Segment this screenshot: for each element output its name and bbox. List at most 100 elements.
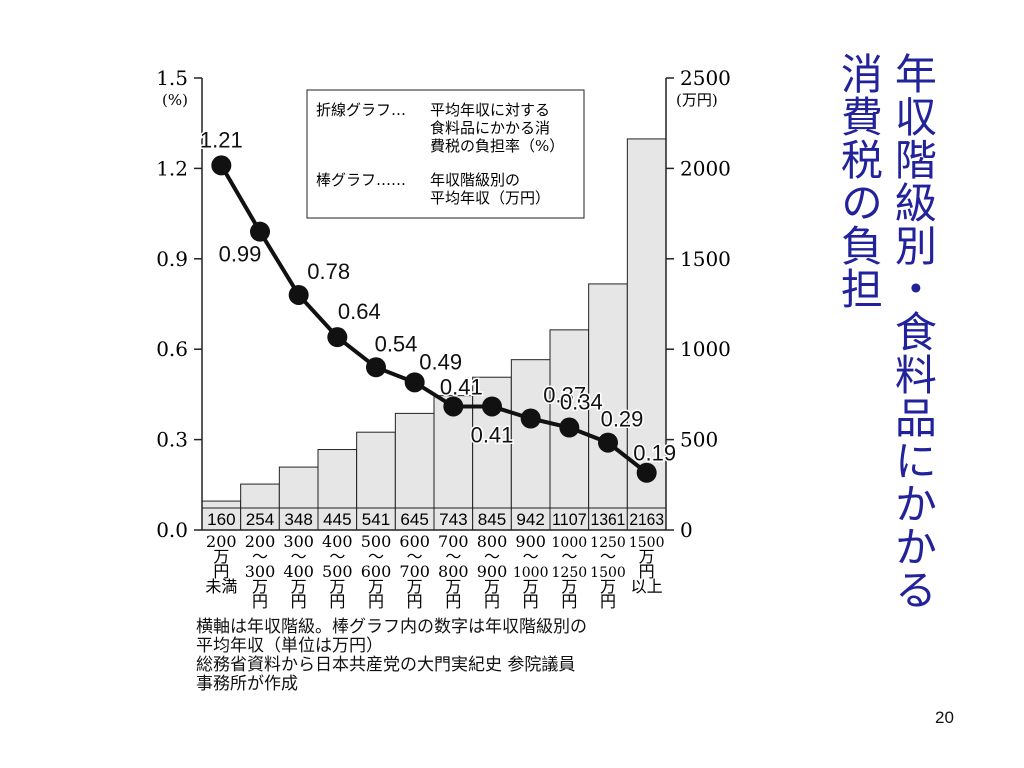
line-value-label: 0.49: [419, 349, 462, 374]
x-category-label: 1000: [513, 565, 549, 581]
bar: [394, 412, 435, 531]
note-line: 総務省資料から日本共産党の大門実紀史 参院議員: [196, 655, 576, 675]
x-category-label: 〜: [600, 547, 616, 566]
x-category-label: 円: [407, 592, 423, 611]
x-category-label: 円: [291, 592, 307, 611]
x-category-label: 〜: [523, 547, 539, 566]
line-value-label: 0.54: [375, 331, 418, 356]
x-category-label: 〜: [445, 547, 461, 566]
x-category-label: 〜: [329, 547, 345, 566]
line-marker: [636, 462, 657, 483]
line-marker: [327, 327, 348, 348]
legend-bar-desc: 年収階級別の: [430, 171, 520, 189]
x-category-label: 800: [477, 532, 508, 551]
x-category-label: 円: [329, 592, 345, 611]
x-category-label: 300: [245, 562, 276, 581]
right-tick-label: 0: [680, 518, 693, 542]
bar-value-label: 1361: [591, 510, 626, 529]
line-value-label: 0.29: [601, 407, 644, 432]
x-category-label: 未満: [205, 577, 237, 596]
bar-value-label: 254: [246, 510, 275, 529]
x-category-label: 〜: [368, 547, 384, 566]
x-category-label: 万: [445, 577, 461, 596]
bar-value-label: 541: [362, 510, 391, 529]
x-category-label: 万: [639, 547, 655, 566]
line-marker: [211, 155, 232, 176]
right-tick-label: 500: [680, 428, 718, 452]
line-value-label: 0.99: [219, 242, 262, 267]
line-marker: [443, 396, 464, 417]
left-axis-unit: (%): [162, 91, 188, 109]
bar-value-label: 2163: [629, 510, 664, 529]
bar-value-label: 1107: [552, 510, 587, 529]
bar-value-label: 445: [323, 510, 352, 529]
note-line: 事務所が作成: [196, 674, 298, 694]
bar: [240, 483, 280, 531]
x-category-label: 万: [368, 577, 384, 596]
x-category-label: 200: [245, 532, 276, 551]
bar-value-label: 743: [439, 510, 468, 529]
x-category-label: 万: [484, 577, 500, 596]
x-category-label: 円: [368, 592, 384, 611]
x-category-label: 900: [515, 532, 546, 551]
x-category-label: 〜: [407, 547, 423, 566]
x-category-label: 1500: [590, 565, 626, 581]
legend-line-key: 折線グラフ…: [316, 101, 406, 119]
x-category-label: 1250: [552, 565, 588, 581]
line-marker: [288, 284, 309, 305]
page-number: 20: [935, 708, 954, 727]
line-value-label: 0.41: [440, 374, 483, 399]
right-tick-label: 1500: [680, 247, 731, 271]
line-value-label: 0.34: [560, 390, 603, 415]
legend-bar-key: 棒グラフ……: [316, 171, 406, 189]
bar: [278, 466, 319, 531]
x-category-label: 400: [283, 562, 314, 581]
x-category-label: 400: [322, 532, 353, 551]
bar-value-label: 348: [284, 510, 313, 529]
x-category-label: 700: [399, 562, 430, 581]
x-category-label: 300: [283, 532, 314, 551]
x-category-label: 万: [561, 577, 577, 596]
bar-value-label: 160: [207, 510, 236, 529]
x-category-label: 600: [399, 532, 430, 551]
left-tick-label: 0.0: [156, 518, 188, 542]
x-category-label: 円: [523, 592, 539, 611]
x-category-label: 〜: [561, 547, 577, 566]
legend-box: [306, 89, 585, 219]
x-category-label: 800: [438, 562, 469, 581]
line-marker: [404, 372, 425, 393]
x-category-label: 万: [252, 577, 268, 596]
x-category-label: 円: [252, 592, 268, 611]
legend-line-desc: 費税の負担率（%）: [430, 137, 564, 155]
legend-line-desc: 食料品にかかる消: [430, 119, 550, 137]
x-category-label: 円: [213, 562, 229, 581]
x-category-label: 〜: [291, 547, 307, 566]
x-category-label: 円: [561, 592, 577, 611]
line-marker: [559, 417, 580, 438]
x-category-label: 円: [639, 562, 655, 581]
bar-value-label: 942: [516, 510, 545, 529]
line-marker: [520, 408, 541, 429]
x-category-label: 万: [329, 577, 345, 596]
x-category-label: 〜: [484, 547, 500, 566]
x-category-label: 1500: [629, 535, 665, 551]
x-category-label: 1000: [552, 535, 588, 551]
x-category-label: 500: [322, 562, 353, 581]
bar-value-label: 845: [478, 510, 507, 529]
left-tick-label: 1.5: [156, 66, 188, 90]
slide-title-line-2: 消費税の負担: [834, 52, 884, 310]
left-tick-label: 0.3: [156, 428, 188, 452]
right-tick-label: 2000: [680, 156, 731, 180]
left-tick-label: 1.2: [156, 156, 188, 180]
line-value-label: 0.64: [338, 299, 381, 324]
x-category-label: 700: [438, 532, 469, 551]
x-category-label: 600: [361, 562, 392, 581]
x-category-label: 万: [291, 577, 307, 596]
line-marker: [250, 221, 270, 242]
note-line: 平均年収（単位は万円）: [196, 636, 383, 656]
x-category-label: 900: [477, 562, 508, 581]
line-marker: [482, 396, 502, 417]
slide-title-line-1: 年収階級別・食料品にかかる: [888, 52, 938, 611]
chart-notes: 横軸は年収階級。棒グラフ内の数字は年収階級別の 平均年収（単位は万円） 総務省資…: [196, 618, 587, 694]
